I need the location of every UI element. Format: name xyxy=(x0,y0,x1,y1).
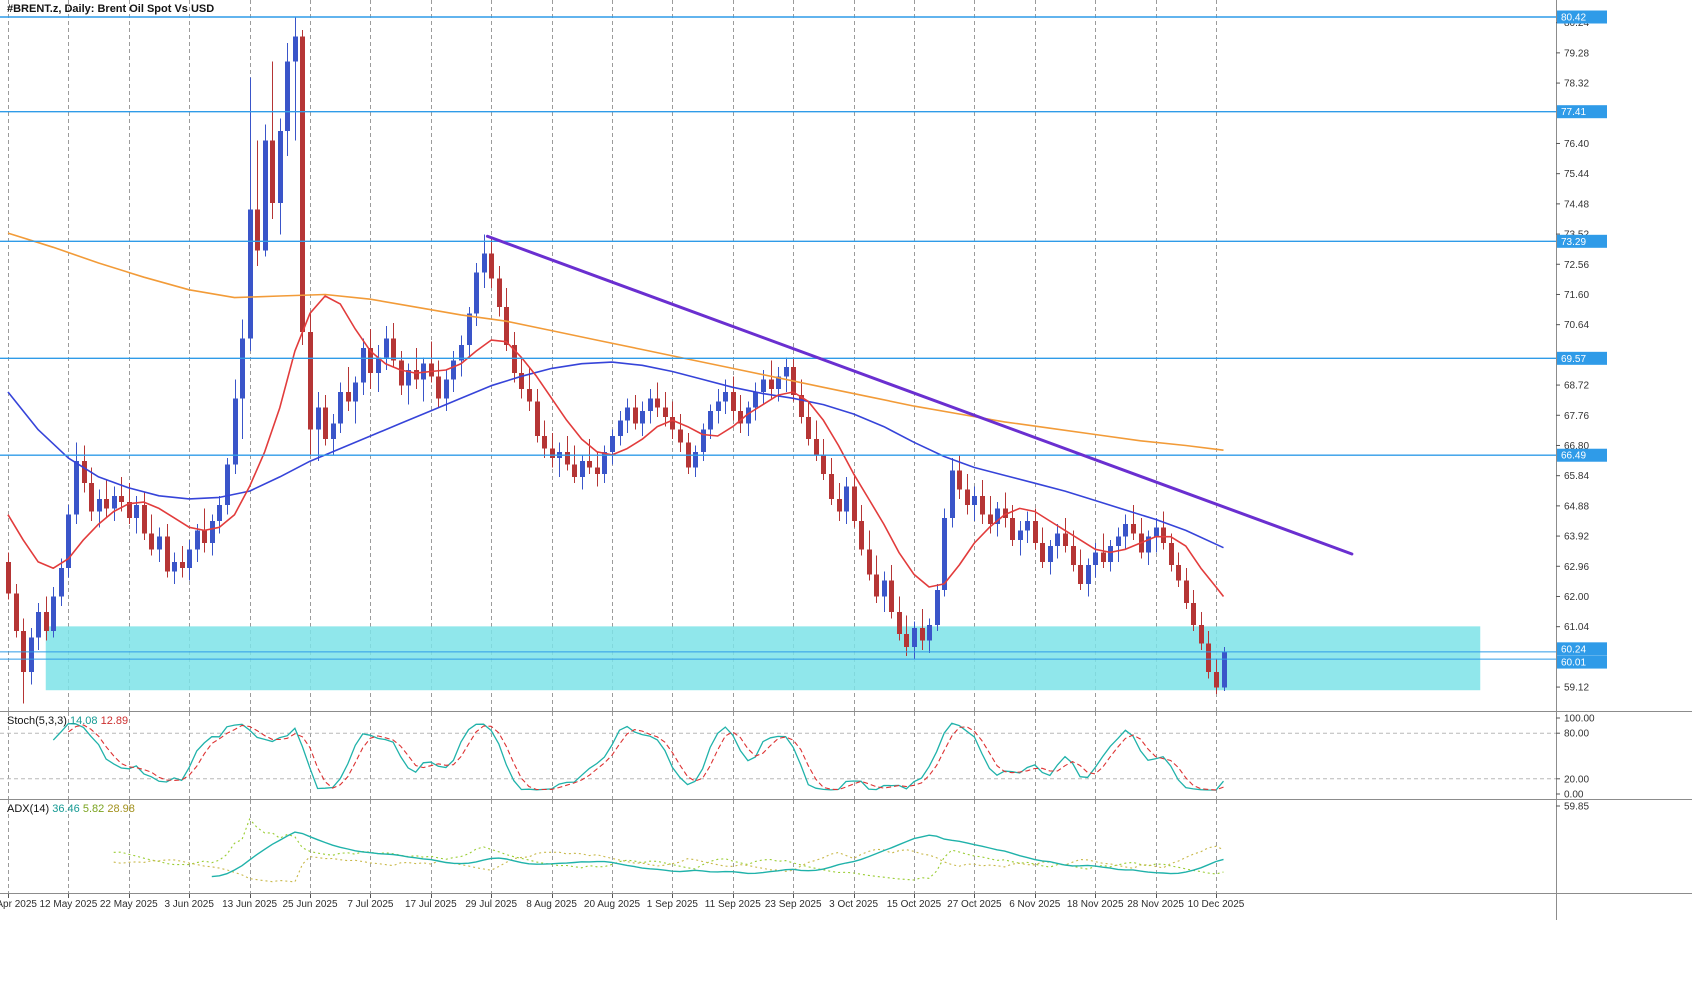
date-label: 8 Aug 2025 xyxy=(526,899,577,910)
date-label: 23 Sep 2025 xyxy=(764,899,822,910)
date-label: 25 Jun 2025 xyxy=(282,899,338,910)
adx-axis[interactable]: 59.85 xyxy=(1556,800,1589,893)
svg-text:70.64: 70.64 xyxy=(1564,320,1589,331)
date-label: 11 Sep 2025 xyxy=(704,899,761,910)
svg-text:77.41: 77.41 xyxy=(1561,107,1586,118)
svg-text:0.00: 0.00 xyxy=(1564,790,1584,800)
grid-lines xyxy=(8,0,1217,711)
adx-canvas[interactable]: 59.85 xyxy=(0,800,1692,893)
time-axis-tick-marks xyxy=(8,894,1557,920)
svg-text:69.57: 69.57 xyxy=(1561,354,1586,365)
svg-text:67.76: 67.76 xyxy=(1564,411,1589,422)
svg-text:60.24: 60.24 xyxy=(1561,644,1586,655)
svg-text:64.88: 64.88 xyxy=(1564,501,1589,512)
stoch-k-line[interactable] xyxy=(52,722,1224,791)
stochastic-name: Stoch(5,3,3) xyxy=(7,715,67,727)
grid-lines xyxy=(8,712,1217,799)
svg-text:71.60: 71.60 xyxy=(1564,290,1589,301)
price-chart-canvas[interactable]: 59.12 61.04 62.00 62.96 63.92 64.88 65.84 66.80… xyxy=(0,0,1692,711)
stochastic-value-k: 14.08 xyxy=(69,715,98,727)
ma-mid-blue[interactable] xyxy=(7,361,1224,549)
panel-separator[interactable] xyxy=(0,799,1692,800)
svg-text:61.04: 61.04 xyxy=(1564,622,1589,633)
price-level-labels: 80.42 77.41 73.29 69.57 66.49 60.24 60.01 xyxy=(1557,10,1607,669)
descending-trendline[interactable] xyxy=(485,234,1354,556)
date-label: 27 Oct 2025 xyxy=(947,899,1002,910)
date-label: 20 Aug 2025 xyxy=(583,899,641,910)
svg-text:78.32: 78.32 xyxy=(1564,79,1589,90)
svg-text:20.00: 20.00 xyxy=(1564,774,1589,785)
price-axis[interactable]: 59.12 61.04 62.00 62.96 63.92 64.88 65.84 66.80… xyxy=(1556,0,1589,711)
stochastic-value-d: 12.89 xyxy=(100,715,129,727)
stochastic-label: Stoch(5,3,3) 14.08 12.89 xyxy=(7,715,128,727)
panel-separator[interactable] xyxy=(0,711,1692,712)
date-label: 12 May 2025 xyxy=(39,899,98,910)
stochastic-panel[interactable]: 100.00 80.00 20.00 0.00 Stoch(5,3,3) 14.08 … xyxy=(0,712,1692,799)
support-zone-rectangle[interactable] xyxy=(45,626,1481,691)
svg-text:73.29: 73.29 xyxy=(1561,237,1586,248)
adx-panel[interactable]: 59.85 ADX(14) 36.46 5.82 28.98 xyxy=(0,800,1692,893)
svg-text:75.44: 75.44 xyxy=(1564,169,1589,180)
svg-text:65.84: 65.84 xyxy=(1564,471,1589,482)
svg-text:66.49: 66.49 xyxy=(1561,451,1586,462)
minus-di-line[interactable] xyxy=(113,845,1224,883)
ma-slow-orange[interactable] xyxy=(7,232,1224,451)
svg-text:79.28: 79.28 xyxy=(1564,48,1589,59)
svg-text:80.42: 80.42 xyxy=(1561,13,1586,24)
plus-di-line[interactable] xyxy=(113,818,1224,881)
price-chart-panel[interactable]: 59.12 61.04 62.00 62.96 63.92 64.88 65.84 66.80… xyxy=(0,0,1692,711)
date-label: 13 Jun 2025 xyxy=(222,899,278,910)
date-label: 6 Nov 2025 xyxy=(1009,899,1061,910)
date-label: 22 May 2025 xyxy=(99,899,158,910)
date-label: 29 Jul 2025 xyxy=(465,899,518,910)
svg-text:59.85: 59.85 xyxy=(1564,802,1589,813)
svg-text:76.40: 76.40 xyxy=(1564,139,1589,150)
stoch-level-lines xyxy=(0,732,1556,780)
svg-text:80.24: 80.24 xyxy=(1564,18,1589,29)
svg-text:62.00: 62.00 xyxy=(1564,592,1589,603)
adx-name: ADX(14) xyxy=(7,803,50,815)
horizontal-levels[interactable] xyxy=(0,16,1556,660)
svg-text:80.00: 80.00 xyxy=(1564,729,1589,740)
date-label: 15 Oct 2025 xyxy=(886,899,942,910)
stochastic-canvas[interactable]: 100.00 80.00 20.00 0.00 xyxy=(0,712,1692,799)
svg-text:74.48: 74.48 xyxy=(1564,199,1589,210)
adx-label: ADX(14) 36.46 5.82 28.98 xyxy=(7,803,135,815)
adx-value-plus-di: 5.82 xyxy=(82,803,105,815)
date-label: 1 Sep 2025 xyxy=(646,899,698,910)
adx-line[interactable] xyxy=(211,831,1224,878)
svg-text:59.12: 59.12 xyxy=(1564,683,1589,694)
chart-title: #BRENT.z, Daily: Brent Oil Spot Vs USD xyxy=(7,3,215,15)
svg-text:72.56: 72.56 xyxy=(1564,260,1589,271)
date-label: 10 Dec 2025 xyxy=(1187,899,1245,910)
date-label: 18 Nov 2025 xyxy=(1066,899,1124,910)
svg-text:66.80: 66.80 xyxy=(1564,441,1589,452)
svg-text:62.96: 62.96 xyxy=(1564,562,1589,573)
panel-separator[interactable] xyxy=(0,893,1692,894)
stoch-axis[interactable]: 100.00 80.00 20.00 0.00 xyxy=(1556,712,1595,799)
date-label: 7 Jul 2025 xyxy=(347,899,394,910)
adx-value-main: 36.46 xyxy=(52,803,80,815)
svg-text:68.72: 68.72 xyxy=(1564,381,1589,392)
date-label: 28 Nov 2025 xyxy=(1127,899,1184,910)
svg-text:63.92: 63.92 xyxy=(1564,532,1589,543)
date-label: 30 Apr 2025 xyxy=(0,899,37,910)
time-axis-ticks xyxy=(8,894,1557,920)
svg-text:60.01: 60.01 xyxy=(1561,658,1586,669)
date-label: 17 Jul 2025 xyxy=(404,899,457,910)
grid-lines xyxy=(8,800,1217,893)
date-label: 3 Jun 2025 xyxy=(164,899,214,910)
svg-text:100.00: 100.00 xyxy=(1564,714,1595,725)
ma-fast-red[interactable] xyxy=(7,295,1225,597)
date-label: 3 Oct 2025 xyxy=(829,899,879,910)
adx-value-minus-di: 28.98 xyxy=(107,803,135,815)
